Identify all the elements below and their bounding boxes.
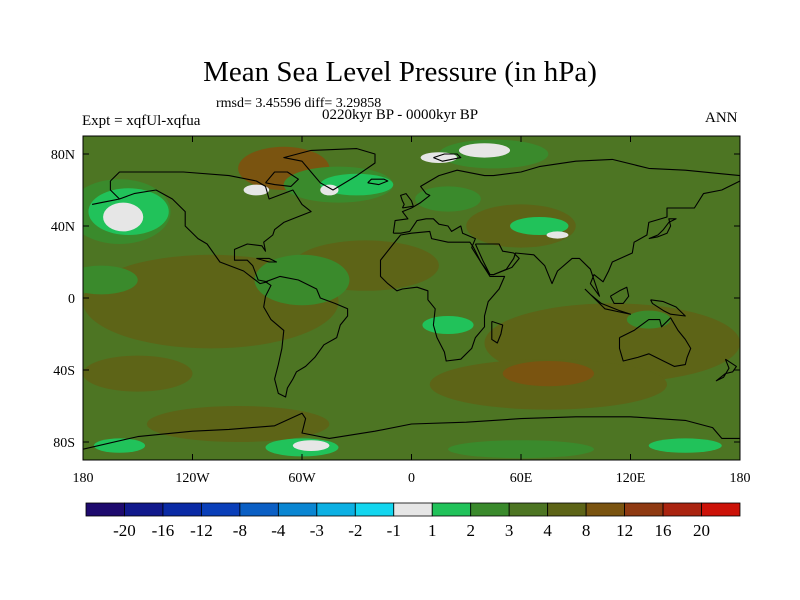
coast-madagascar [491,320,504,344]
x-tick-label: 180 [73,471,94,486]
coastlines [83,148,740,450]
y-tick-label: 80S [53,436,75,451]
colorbar-label: 1 [428,521,437,540]
colorbar-swatch [508,502,549,517]
y-axis: 80N 40N 0 40S 80S [51,148,740,451]
colorbar-swatch [124,502,164,517]
colorbar-swatch [162,502,202,517]
colorbar-label: 20 [693,521,710,540]
period-label: 0220kyr BP - 0000kyr BP [322,107,479,123]
pressure-anomaly-region [83,355,193,392]
coast-iceland [367,178,389,186]
colorbar-swatch [585,502,625,517]
pressure-anomaly-region [448,440,594,459]
coast-svalbard [433,153,462,162]
colorbar-label: -4 [271,521,286,540]
colorbar-swatch [393,502,433,517]
x-tick-label: 60E [510,471,533,486]
x-tick-label: 60W [288,471,316,486]
y-tick-label: 40N [51,220,75,235]
pressure-anomaly-region [648,438,722,453]
pressure-anomaly-region [415,186,481,212]
colorbar: -20 -16 -12 -8 -4 -3 -2 -1 1 2 3 4 8 12 16 20 [85,502,741,540]
pressure-anomaly-region [510,217,569,235]
colorbar-swatch [354,502,395,517]
pressure-anomaly-region [422,316,474,334]
coast-africa [379,230,506,362]
chart-title: Mean Sea Level Pressure (in hPa) [203,56,597,88]
pressure-anomaly-region [103,202,144,232]
pressure-anomaly-region [320,184,339,196]
x-axis: 180 120W 60W 0 60E 120E 180 [73,136,751,486]
colorbar-label: 4 [543,521,552,540]
coast-australia [618,317,692,367]
x-tick-label: 120W [175,471,210,486]
coast-britain [400,193,414,209]
y-tick-label: 40S [53,364,75,379]
colorbar-swatch [624,502,664,517]
coast-antarctica [83,412,740,450]
colorbar-swatch [662,502,702,517]
coast-new-guinea [650,299,686,317]
pressure-anomaly-region [83,265,138,295]
colorbar-label: -3 [310,521,324,540]
y-tick-label: 80N [51,148,75,163]
colorbar-label: 3 [505,521,514,540]
colorbar-label: 8 [582,521,591,540]
colorbar-swatch [201,502,241,517]
colorbar-label: 12 [616,521,633,540]
x-tick-label: 120E [616,471,646,486]
colorbar-swatch [316,502,356,517]
colorbar-swatch [470,502,510,517]
coast-japan [648,218,677,240]
coast-eurasia [392,158,740,297]
pressure-anomaly-region [93,438,146,453]
pressure-anomaly-region [243,184,270,196]
colorbar-swatch [277,502,318,517]
pressure-anomaly-region [146,406,330,442]
season-label: ANN [705,110,738,126]
colorbar-swatch [701,502,741,517]
pressure-anomaly-region [546,231,569,239]
colorbar-label: -12 [190,521,213,540]
experiment-label: Expt = xqfUl-xqfua [82,113,201,129]
pressure-anomaly-region [502,361,594,387]
coast-north-america [109,171,312,285]
colorbar-label: -16 [152,521,175,540]
pressure-anomaly-region [458,143,511,158]
stats-label: rmsd= 3.45596 diff= 3.29858 [216,96,382,111]
coast-greenland [283,148,376,191]
colorbar-swatch [85,502,125,517]
colorbar-swatch [431,502,472,517]
colorbar-swatch [547,502,587,517]
colorbar-swatch [239,502,279,517]
colorbar-label: 2 [466,521,475,540]
coast-alaska-islands [91,198,121,205]
coast-cuba [256,257,278,263]
colorbar-label: 16 [655,521,672,540]
x-tick-label: 0 [408,471,415,486]
colorbar-label: -8 [233,521,247,540]
coast-arabia [474,243,520,276]
coast-indonesia [584,288,632,315]
x-tick-label: 180 [730,471,751,486]
y-tick-label: 0 [68,292,75,307]
colorbar-label: -20 [113,521,136,540]
pressure-anomaly-region [292,440,330,451]
coast-baffin [265,171,299,187]
coast-south-america [263,275,349,398]
pressure-field [83,136,740,460]
coast-borneo [609,286,630,304]
colorbar-label: -1 [387,521,401,540]
pressure-anomaly-region [254,254,350,306]
colorbar-label: -2 [348,521,362,540]
coast-new-zealand [715,358,737,382]
